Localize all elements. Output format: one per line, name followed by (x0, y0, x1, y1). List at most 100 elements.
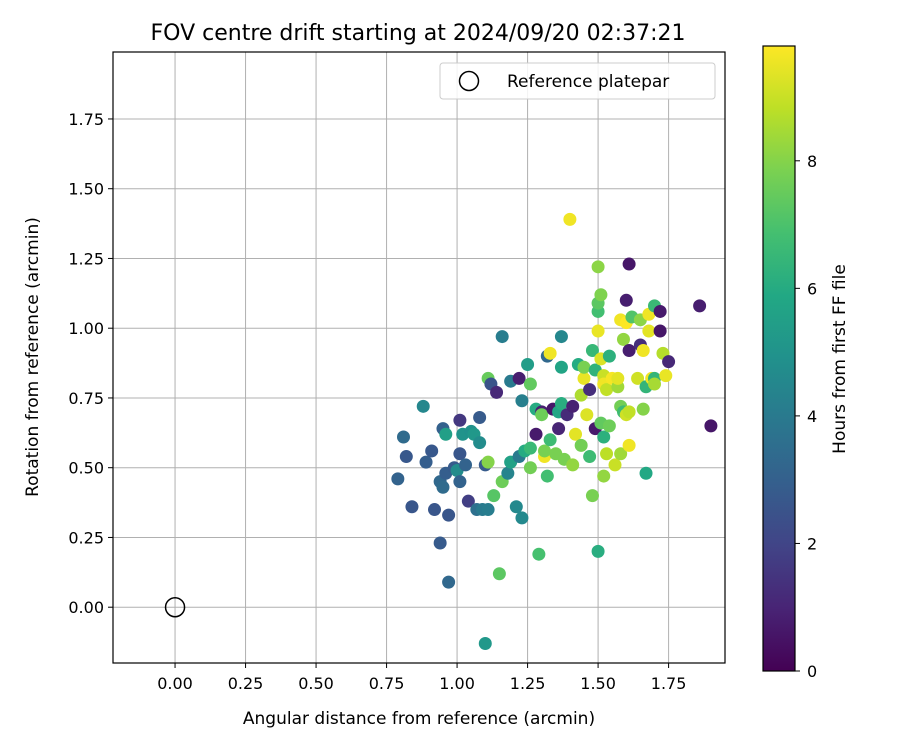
data-point (425, 444, 439, 458)
y-tick-label: 0.50 (68, 459, 104, 478)
data-point (396, 430, 410, 444)
data-points (391, 212, 718, 650)
reference-point (164, 596, 186, 618)
x-tick-label: 1.50 (580, 674, 616, 693)
data-point (622, 438, 636, 452)
data-point (521, 357, 535, 371)
data-point (602, 419, 616, 433)
data-point (653, 304, 667, 318)
legend-box (439, 62, 716, 100)
y-tick-label: 0.75 (68, 389, 104, 408)
data-point (597, 430, 611, 444)
plot-area: 0.00 0.25 0.50 0.75 1.00 1.25 1.50 1.75 0.00 0.2… (68, 51, 726, 693)
data-point (473, 410, 487, 424)
data-point (442, 508, 456, 522)
data-point (600, 447, 614, 461)
data-point (597, 469, 611, 483)
data-point (622, 257, 636, 271)
data-point (614, 447, 628, 461)
data-point (566, 458, 580, 472)
x-tick-label: 1.25 (510, 674, 546, 693)
data-point (577, 360, 591, 374)
data-point (583, 450, 597, 464)
data-point (523, 377, 537, 391)
data-point (563, 212, 577, 226)
data-point (594, 288, 608, 302)
x-tick-label: 1.75 (651, 674, 687, 693)
y-axis-label: Rotation from reference (arcmin) (23, 217, 43, 497)
y-tick-label: 1.50 (68, 180, 104, 199)
y-tick-label: 1.00 (68, 319, 104, 338)
data-point (428, 503, 442, 517)
data-point (501, 466, 515, 480)
data-point (540, 469, 554, 483)
data-point (481, 455, 495, 469)
x-tick-label: 0.00 (157, 674, 193, 693)
data-point (583, 383, 597, 397)
data-point (574, 438, 588, 452)
data-point (416, 399, 430, 413)
data-point (653, 324, 667, 338)
data-point (616, 332, 630, 346)
reference-marker (164, 596, 186, 618)
data-point (538, 444, 552, 458)
data-point (600, 383, 614, 397)
data-point (543, 433, 557, 447)
data-point (647, 377, 661, 391)
data-point (399, 450, 413, 464)
data-point (608, 458, 622, 472)
data-point (636, 344, 650, 358)
data-point (591, 260, 605, 274)
data-point (554, 397, 568, 411)
x-axis-ticks: 0.00 0.25 0.50 0.75 1.00 1.25 1.50 1.75 (157, 663, 686, 693)
colorbar: 0 2 4 6 8 Hours from first FF file (762, 45, 850, 681)
data-point (580, 408, 594, 422)
x-tick-label: 0.75 (369, 674, 405, 693)
colorbar-tick-label: 6 (807, 279, 817, 298)
data-point (391, 472, 405, 486)
colorbar-tick-label: 2 (807, 534, 817, 553)
colorbar-frame (762, 45, 796, 672)
data-point (439, 427, 453, 441)
data-point (515, 394, 529, 408)
chart-title: FOV centre drift starting at 2024/09/20 … (151, 21, 686, 46)
axes-frame (112, 51, 726, 664)
colorbar-tick-label: 8 (807, 152, 817, 171)
data-point (433, 536, 447, 550)
legend-marker-icon (458, 70, 480, 92)
data-point (459, 458, 473, 472)
data-point (492, 567, 506, 581)
colorbar-tick-label: 4 (807, 407, 817, 426)
data-point (636, 402, 650, 416)
data-point (419, 455, 433, 469)
data-point (453, 413, 467, 427)
data-point (543, 346, 557, 360)
data-point (554, 360, 568, 374)
data-point (566, 399, 580, 413)
data-point (585, 344, 599, 358)
data-point (523, 461, 537, 475)
data-point (622, 344, 636, 358)
data-point (509, 500, 523, 514)
data-point (487, 489, 501, 503)
data-point (495, 330, 509, 344)
data-point (478, 636, 492, 650)
y-tick-label: 0.25 (68, 528, 104, 547)
data-point (554, 330, 568, 344)
colorbar-tick-label: 0 (807, 662, 817, 681)
data-point (436, 480, 450, 494)
data-point (611, 371, 625, 385)
data-point (639, 466, 653, 480)
data-point (602, 349, 616, 363)
grid (113, 52, 725, 663)
data-point (515, 511, 529, 525)
data-point (704, 419, 718, 433)
y-tick-label: 1.25 (68, 249, 104, 268)
y-axis-ticks: 0.00 0.25 0.50 0.75 1.00 1.25 1.50 1.75 (68, 110, 113, 617)
data-point (659, 369, 673, 383)
x-axis-label: Angular distance from reference (arcmin) (243, 709, 595, 729)
data-point (490, 385, 504, 399)
data-point (512, 371, 526, 385)
colorbar-gradient (763, 46, 795, 671)
